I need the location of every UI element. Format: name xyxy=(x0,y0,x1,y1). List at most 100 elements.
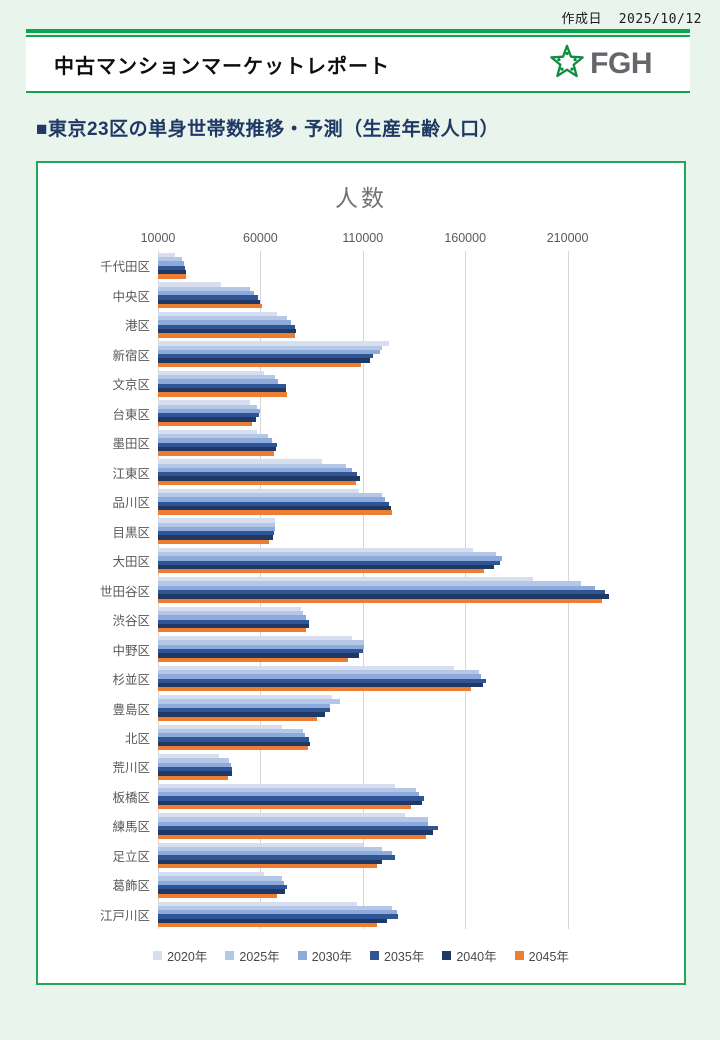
bar-2025年 xyxy=(158,493,383,498)
bar-2035年 xyxy=(158,649,363,654)
bar-2020年 xyxy=(158,606,302,611)
ward-label: 江戸川区 xyxy=(99,908,150,923)
axis-tick-label: 110000 xyxy=(342,231,384,245)
bar-2020年 xyxy=(158,842,363,847)
ward-row: 中野区 xyxy=(38,634,644,663)
bar-2040年 xyxy=(158,918,388,923)
ward-row: 足立区 xyxy=(38,841,644,870)
bar-2045年 xyxy=(158,421,253,427)
bar-2025年 xyxy=(158,375,275,380)
bar-2025年 xyxy=(158,286,251,291)
bar-2040年 xyxy=(158,417,257,422)
bar-2025年 xyxy=(158,787,417,793)
bar-2035年 xyxy=(158,383,286,388)
creation-date: 作成日 2025/10/12 xyxy=(562,8,702,27)
bar-2045年 xyxy=(158,333,296,338)
ward-label: 港区 xyxy=(124,319,150,334)
bar-2020年 xyxy=(158,252,176,258)
bar-2040年 xyxy=(158,682,483,688)
bar-2040年 xyxy=(158,329,297,334)
ward-row: 杉並区 xyxy=(38,664,644,693)
report-title: 中古マンションマーケットレポート xyxy=(54,55,390,78)
ward-row: 大田区 xyxy=(38,546,644,575)
axis-tick-label: 10000 xyxy=(140,231,176,245)
bar-2030年 xyxy=(158,320,292,325)
bar-2030年 xyxy=(158,585,596,591)
ward-bar-group xyxy=(158,575,644,604)
ward-label: 北区 xyxy=(124,731,150,746)
bar-2020年 xyxy=(158,577,533,582)
bar-2035年 xyxy=(158,472,357,477)
bar-2045年 xyxy=(158,805,411,810)
bar-2040年 xyxy=(158,800,423,806)
bar-2020年 xyxy=(158,901,357,906)
bar-2020年 xyxy=(158,459,322,464)
bar-2040年 xyxy=(158,535,273,540)
bar-2020年 xyxy=(158,783,395,788)
ward-row: 中央区 xyxy=(38,280,644,309)
bar-2025年 xyxy=(158,640,364,645)
header-rule-thin xyxy=(26,35,690,37)
bar-2025年 xyxy=(158,846,383,852)
bar-2025年 xyxy=(158,404,258,409)
bar-2030年 xyxy=(158,821,429,826)
bar-2030年 xyxy=(158,644,364,650)
bar-2040年 xyxy=(158,299,261,304)
bar-2035年 xyxy=(158,324,296,329)
ward-label: 大田区 xyxy=(112,555,150,570)
legend-swatch-icon xyxy=(297,951,307,960)
ward-row: 豊島区 xyxy=(38,693,644,722)
header-rule-thick xyxy=(26,29,690,33)
bar-2035年 xyxy=(158,501,390,506)
bar-2030年 xyxy=(158,290,255,296)
ward-bar-group xyxy=(158,251,644,280)
bar-2045年 xyxy=(158,834,427,839)
ward-label: 中央区 xyxy=(112,289,150,304)
bar-2025年 xyxy=(158,876,282,881)
bar-2045年 xyxy=(158,274,186,279)
legend-item: 2025年 xyxy=(225,946,280,965)
ward-bar-group xyxy=(158,782,644,811)
bar-2040年 xyxy=(158,594,609,599)
ward-row: 文京区 xyxy=(38,369,644,398)
bar-2020年 xyxy=(158,665,454,670)
ward-bar-group xyxy=(158,487,644,516)
ward-row: 墨田区 xyxy=(38,428,644,457)
ward-row: 板橋区 xyxy=(38,782,644,811)
legend-swatch-icon xyxy=(153,951,163,960)
company-logo: FGH xyxy=(548,43,652,86)
star-logo-icon xyxy=(548,43,586,86)
ward-label: 台東区 xyxy=(112,407,150,422)
bar-2030年 xyxy=(158,792,420,797)
ward-row: 江戸川区 xyxy=(38,900,644,929)
ward-row: 北区 xyxy=(38,723,644,752)
bar-2020年 xyxy=(158,488,359,494)
legend-label: 2020年 xyxy=(167,950,208,964)
bar-2035年 xyxy=(158,619,309,624)
bar-2045年 xyxy=(158,893,277,898)
ward-bar-group xyxy=(158,723,644,752)
ward-bar-group xyxy=(158,369,644,398)
legend-item: 2035年 xyxy=(370,946,424,965)
ward-row: 世田谷区 xyxy=(38,575,644,604)
bar-2040年 xyxy=(158,830,434,835)
bar-2025年 xyxy=(158,257,182,262)
bar-2040年 xyxy=(158,712,325,717)
bar-2030年 xyxy=(158,261,184,266)
bar-2030年 xyxy=(158,556,503,561)
value-axis: 10000 60000 110000 160000 210000 xyxy=(38,231,684,247)
bar-2030年 xyxy=(158,733,306,738)
ward-bar-group xyxy=(158,900,644,929)
bar-2020年 xyxy=(158,400,251,405)
bar-2040年 xyxy=(158,859,383,865)
ward-row: 練馬区 xyxy=(38,811,644,840)
plot-area: 千代田区 中央区 港区 新宿区 文京区 台東区 墨田区 江東区 品川区 目黒区 大田区 世田谷区 渋谷区… xyxy=(38,251,644,929)
bar-2045年 xyxy=(158,598,603,603)
bar-2040年 xyxy=(158,358,370,363)
ward-label: 板橋区 xyxy=(112,790,150,805)
legend-label: 2025年 xyxy=(239,950,280,964)
bar-2030年 xyxy=(158,615,307,620)
ward-label: 杉並区 xyxy=(112,673,150,688)
bar-2030年 xyxy=(158,762,231,767)
ward-bar-group xyxy=(158,339,644,368)
